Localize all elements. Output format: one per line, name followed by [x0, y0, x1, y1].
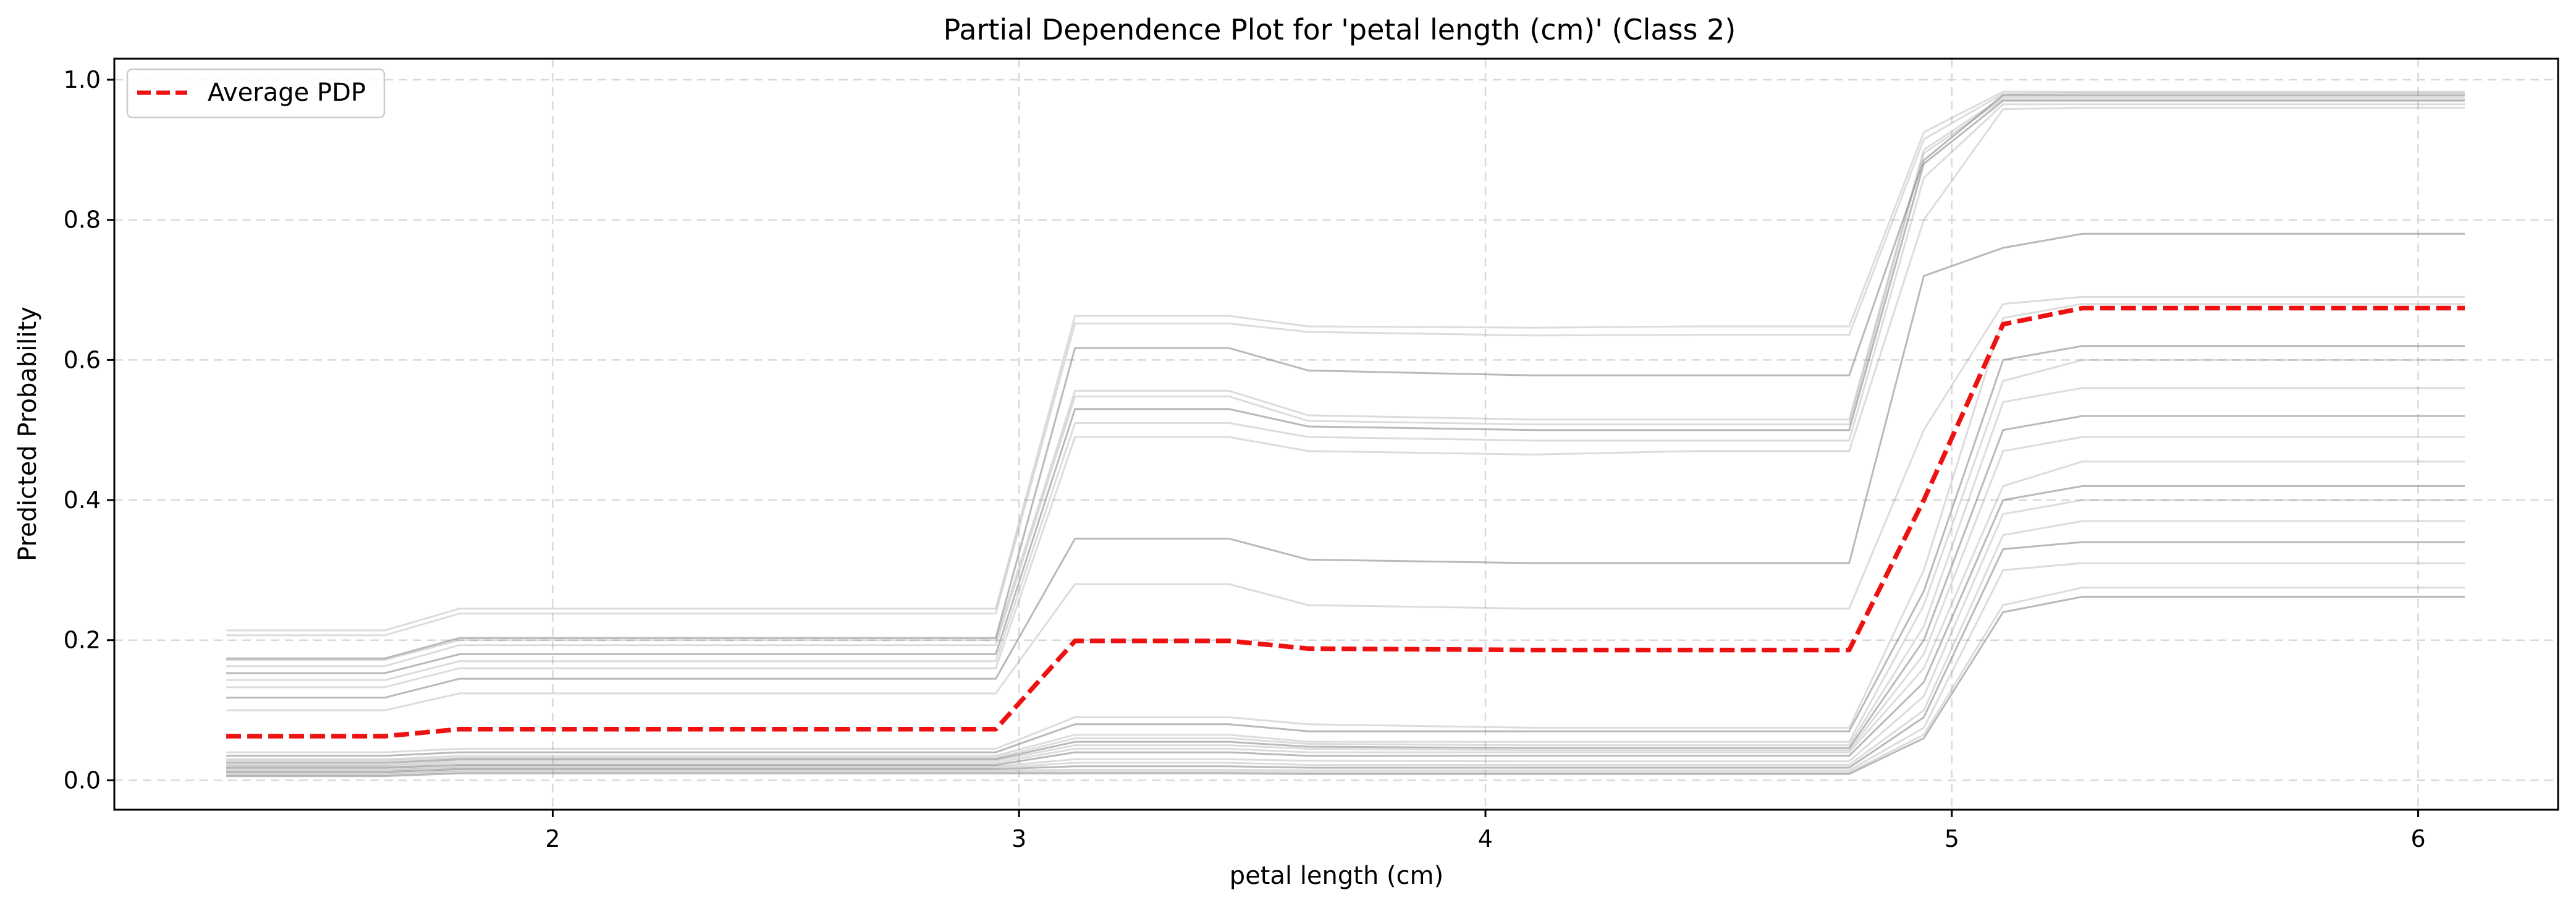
average-pdp-layer [226, 305, 2465, 739]
ice-curve [226, 303, 2465, 753]
average-pdp-line [226, 305, 2465, 739]
plot-frame [113, 57, 2559, 811]
ice-curve [226, 295, 2465, 711]
x-tick-label: 2 [545, 825, 560, 852]
x-axis-label: petal length (cm) [1230, 862, 1443, 890]
ice-curve [226, 92, 2465, 637]
ice-curve [226, 460, 2465, 768]
ice-curve [226, 359, 2465, 760]
ice-curve [226, 387, 2465, 762]
y-axis-label: Predicted Probability [14, 307, 42, 561]
ice-curve [226, 106, 2465, 689]
x-tick-label: 5 [1945, 825, 1959, 852]
x-tick-label: 3 [1011, 825, 1026, 852]
legend-box [126, 68, 386, 119]
y-tick-label: 0.4 [64, 486, 101, 514]
ice-curve [226, 100, 2465, 674]
x-tick-label: 4 [1478, 825, 1493, 852]
ice-curve [226, 595, 2465, 778]
y-tick-label: 0.8 [64, 206, 101, 234]
y-tick-label: 0.0 [64, 766, 101, 794]
ice-curve [226, 96, 2465, 661]
x-axis-ticks: 2 3 4 5 6 [545, 810, 2426, 852]
x-tick-label: 6 [2410, 825, 2425, 852]
y-tick-label: 0.2 [64, 627, 101, 654]
y-tick-label: 0.6 [64, 346, 101, 373]
ice-curve [226, 98, 2465, 668]
ice-curve [226, 520, 2465, 771]
ice-curve [226, 103, 2465, 681]
ice-curve [226, 587, 2465, 776]
y-tick-label: 1.0 [64, 66, 101, 93]
chart-title: Partial Dependence Plot for 'petal lengt… [944, 13, 1736, 46]
ice-curve [226, 499, 2465, 770]
ice-curve [226, 345, 2465, 757]
ice-curve [226, 485, 2465, 769]
ice-curve [226, 415, 2465, 764]
ice-curve [226, 436, 2465, 766]
ice-curve [226, 562, 2465, 774]
ice-curve [226, 90, 2465, 632]
ice-curve [226, 94, 2465, 660]
legend: Average PDP [126, 68, 386, 119]
legend-pdp-label: Average PDP [208, 78, 366, 107]
y-axis-ticks: 0.0 0.2 0.4 0.6 0.8 1.0 [64, 66, 114, 794]
ice-curve [226, 541, 2465, 773]
ice-curve [226, 232, 2465, 699]
ice-curves [226, 90, 2465, 778]
